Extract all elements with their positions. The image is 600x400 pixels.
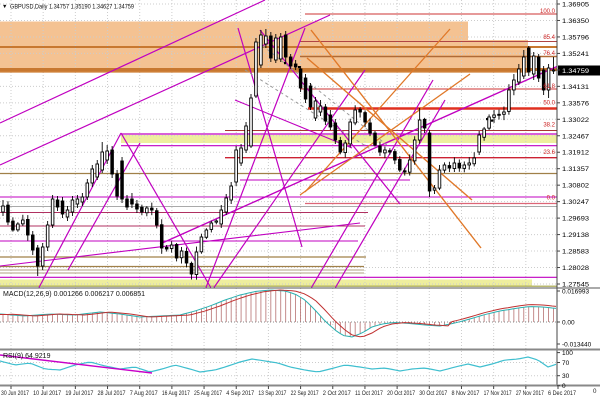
svg-text:1.28028: 1.28028 [562,265,589,272]
svg-text:8 Nov 2017: 8 Nov 2017 [451,390,479,397]
svg-text:0: 0 [562,383,566,390]
svg-text:13 Sep 2017: 13 Sep 2017 [258,390,286,397]
svg-text:4 Sep 2017: 4 Sep 2017 [226,390,254,397]
svg-text:30 Oct 2017: 30 Oct 2017 [419,390,447,397]
svg-text:30: 30 [562,373,570,380]
svg-text:7 Aug 2017: 7 Aug 2017 [130,390,158,397]
svg-text:0.00: 0.00 [562,320,575,327]
svg-text:76.4: 76.4 [543,51,555,57]
svg-text:0.0: 0.0 [547,196,556,202]
svg-text:1.36350: 1.36350 [562,18,589,25]
svg-text:38.2: 38.2 [543,123,555,129]
svg-text:27 Nov 2017: 27 Nov 2017 [516,390,544,397]
svg-text:23.6: 23.6 [543,150,555,156]
svg-text:1.30802: 1.30802 [562,183,589,190]
svg-text:19 Jul 2017: 19 Jul 2017 [65,390,93,397]
svg-text:1.27545: 1.27545 [562,281,589,288]
svg-text:11 Oct 2017: 11 Oct 2017 [355,390,383,397]
svg-text:1.31912: 1.31912 [562,150,589,157]
svg-text:1.29138: 1.29138 [562,232,589,239]
svg-text:22 Sep 2017: 22 Sep 2017 [291,390,319,397]
svg-text:GBPUSD,Daily 1.34757 1.35190 1: GBPUSD,Daily 1.34757 1.35190 1.34627 1.3… [10,4,134,11]
svg-text:1.34131: 1.34131 [562,84,589,91]
svg-text:61.8: 61.8 [543,84,555,90]
svg-text:1.33022: 1.33022 [562,117,589,124]
svg-text:10 Jul 2017: 10 Jul 2017 [33,390,61,397]
svg-text:1.31357: 1.31357 [562,166,589,173]
svg-text:85.4: 85.4 [543,35,555,41]
svg-text:1.36905: 1.36905 [562,2,589,9]
svg-text:16 Aug 2017: 16 Aug 2017 [162,390,190,397]
svg-text:20 Oct 2017: 20 Oct 2017 [387,390,415,397]
svg-text:0: 0 [593,388,597,395]
svg-text:25 Aug 2017: 25 Aug 2017 [194,390,222,397]
svg-text:30 Jun 2017: 30 Jun 2017 [1,390,29,397]
svg-text:1.30247: 1.30247 [562,199,589,206]
svg-text:0.016993: 0.016993 [562,289,589,296]
svg-text:17 Nov 2017: 17 Nov 2017 [484,390,512,397]
svg-text:1.28583: 1.28583 [562,249,589,256]
svg-text:1.35241: 1.35241 [562,51,589,58]
svg-text:1.35796: 1.35796 [562,34,589,41]
svg-text:1.33576: 1.33576 [562,100,589,107]
svg-text:1.32467: 1.32467 [562,133,589,140]
svg-text:2 Oct 2017: 2 Oct 2017 [323,390,351,397]
svg-text:100: 100 [562,350,573,357]
svg-text:28 Jul 2017: 28 Jul 2017 [98,390,126,397]
svg-text:-0.013440: -0.013440 [562,342,592,349]
svg-text:100.0: 100.0 [540,9,556,15]
svg-text:70: 70 [562,360,570,367]
svg-text:1.29693: 1.29693 [562,216,589,223]
svg-text:6 Dec 2017: 6 Dec 2017 [548,390,576,397]
svg-text:RSI(9) 64.9219: RSI(9) 64.9219 [3,353,51,360]
svg-text:▼: ▼ [2,4,7,10]
svg-text:50.0: 50.0 [543,101,555,107]
svg-text:MACD(12,26,9) 0.001266 0.00621: MACD(12,26,9) 0.001266 0.006217 0.006851 [3,291,145,298]
svg-text:1.34759: 1.34759 [562,68,589,75]
